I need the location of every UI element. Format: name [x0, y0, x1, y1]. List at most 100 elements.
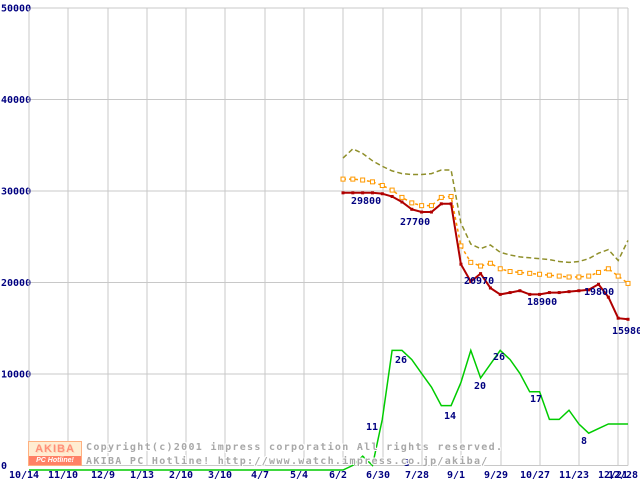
- marker-average-price: [379, 183, 385, 189]
- marker-lowest-price: [547, 291, 551, 295]
- x-axis-label: 4/7: [251, 470, 269, 480]
- x-axis-label: 6/2: [329, 470, 347, 480]
- copyright-text: Copyright(c)2001 impress corporation All…: [86, 442, 504, 453]
- x-axis-label: 2/10: [169, 470, 193, 480]
- y-axis-label: 40000: [1, 95, 31, 106]
- marker-lowest-price: [341, 191, 345, 195]
- marker-lowest-price: [400, 200, 404, 204]
- x-axis-label: 11/10: [48, 470, 78, 480]
- x-axis-label: 9/29: [484, 470, 508, 480]
- data-point-label: 20970: [464, 276, 494, 287]
- data-point-label: 18900: [527, 297, 557, 308]
- marker-lowest-price: [626, 317, 630, 321]
- marker-average-price: [517, 269, 523, 275]
- logo-subtitle: PC Hotline!: [29, 456, 81, 465]
- data-point-label: 11: [366, 422, 378, 433]
- data-point-label: 27700: [400, 217, 430, 228]
- data-point-label: 17: [530, 394, 542, 405]
- x-axis-label: 1/13: [130, 470, 154, 480]
- marker-lowest-price: [429, 210, 433, 214]
- marker-lowest-price: [380, 192, 384, 196]
- marker-lowest-price: [370, 191, 374, 195]
- marker-average-price: [625, 280, 631, 286]
- marker-lowest-price: [567, 290, 571, 294]
- marker-lowest-price: [616, 316, 620, 320]
- data-point-label: 26: [395, 355, 407, 366]
- marker-lowest-price: [439, 202, 443, 206]
- marker-lowest-price: [518, 289, 522, 293]
- marker-average-price: [596, 269, 602, 275]
- data-point-label: 14: [444, 411, 456, 422]
- marker-average-price: [537, 271, 543, 277]
- marker-average-price: [556, 273, 562, 279]
- marker-lowest-price: [361, 191, 365, 195]
- data-point-label: 8: [581, 436, 587, 447]
- data-point-label: 15980: [612, 326, 640, 337]
- marker-lowest-price: [351, 191, 355, 195]
- marker-average-price: [448, 193, 454, 199]
- data-point-label: 3: [404, 458, 410, 469]
- marker-lowest-price: [469, 280, 473, 284]
- y-axis-label: 0: [1, 461, 7, 472]
- marker-lowest-price: [479, 272, 483, 276]
- site-url-text: AKIBA PC Hotline! http://www.watch.impre…: [86, 456, 489, 467]
- marker-lowest-price: [597, 282, 601, 286]
- y-axis-label: 10000: [1, 370, 31, 381]
- x-axis-label: 12/28: [608, 470, 638, 480]
- marker-average-price: [566, 274, 572, 280]
- marker-average-price: [360, 177, 366, 183]
- data-point-label: 26: [493, 352, 505, 363]
- marker-lowest-price: [488, 286, 492, 290]
- marker-average-price: [546, 272, 552, 278]
- marker-lowest-price: [420, 210, 424, 214]
- series-line-lowest-price: [343, 191, 629, 321]
- logo-title: AKIBA: [35, 443, 75, 455]
- marker-average-price: [576, 274, 582, 280]
- marker-lowest-price: [538, 292, 542, 296]
- x-axis-label: 5/4: [290, 470, 308, 480]
- marker-lowest-price: [587, 288, 591, 292]
- x-axis-label: 7/28: [405, 470, 429, 480]
- marker-lowest-price: [557, 291, 561, 295]
- marker-average-price: [389, 187, 395, 193]
- marker-average-price: [428, 203, 434, 209]
- x-axis-label: 3/10: [208, 470, 232, 480]
- x-axis-label: 12/21: [598, 470, 628, 480]
- marker-average-price: [497, 266, 503, 272]
- y-axis-label: 20000: [1, 278, 31, 289]
- x-axis-label: 10/27: [520, 470, 550, 480]
- marker-lowest-price: [449, 202, 453, 206]
- marker-average-price: [369, 179, 375, 185]
- x-axis-label: 11/23: [559, 470, 589, 480]
- marker-average-price: [458, 243, 464, 249]
- y-axis-label: 50000: [1, 4, 31, 15]
- marker-average-price: [478, 263, 484, 269]
- marker-lowest-price: [498, 292, 502, 296]
- marker-lowest-price: [508, 291, 512, 295]
- marker-average-price: [468, 259, 474, 265]
- marker-lowest-price: [528, 292, 532, 296]
- series-line-shop-count: [29, 348, 628, 471]
- x-axis-label: 6/30: [366, 470, 390, 480]
- marker-lowest-price: [577, 289, 581, 293]
- marker-average-price: [419, 203, 425, 209]
- x-axis-label: 10/14: [9, 470, 39, 480]
- marker-average-price: [507, 269, 513, 275]
- data-point-label: 20: [474, 381, 486, 392]
- marker-average-price: [399, 194, 405, 200]
- data-point-label: 19800: [584, 287, 614, 298]
- akiba-pc-hotline-logo: AKIBA PC Hotline!: [28, 441, 82, 466]
- marker-average-price: [487, 260, 493, 266]
- x-axis-label: 9/1: [447, 470, 465, 480]
- marker-lowest-price: [410, 207, 414, 211]
- marker-lowest-price: [390, 194, 394, 198]
- marker-average-price: [615, 273, 621, 279]
- y-axis-label: 30000: [1, 187, 31, 198]
- series-line-highest-price: [342, 148, 629, 264]
- marker-average-price: [605, 266, 611, 272]
- marker-average-price: [350, 176, 356, 182]
- marker-average-price: [527, 270, 533, 276]
- data-point-label: 29800: [351, 196, 381, 207]
